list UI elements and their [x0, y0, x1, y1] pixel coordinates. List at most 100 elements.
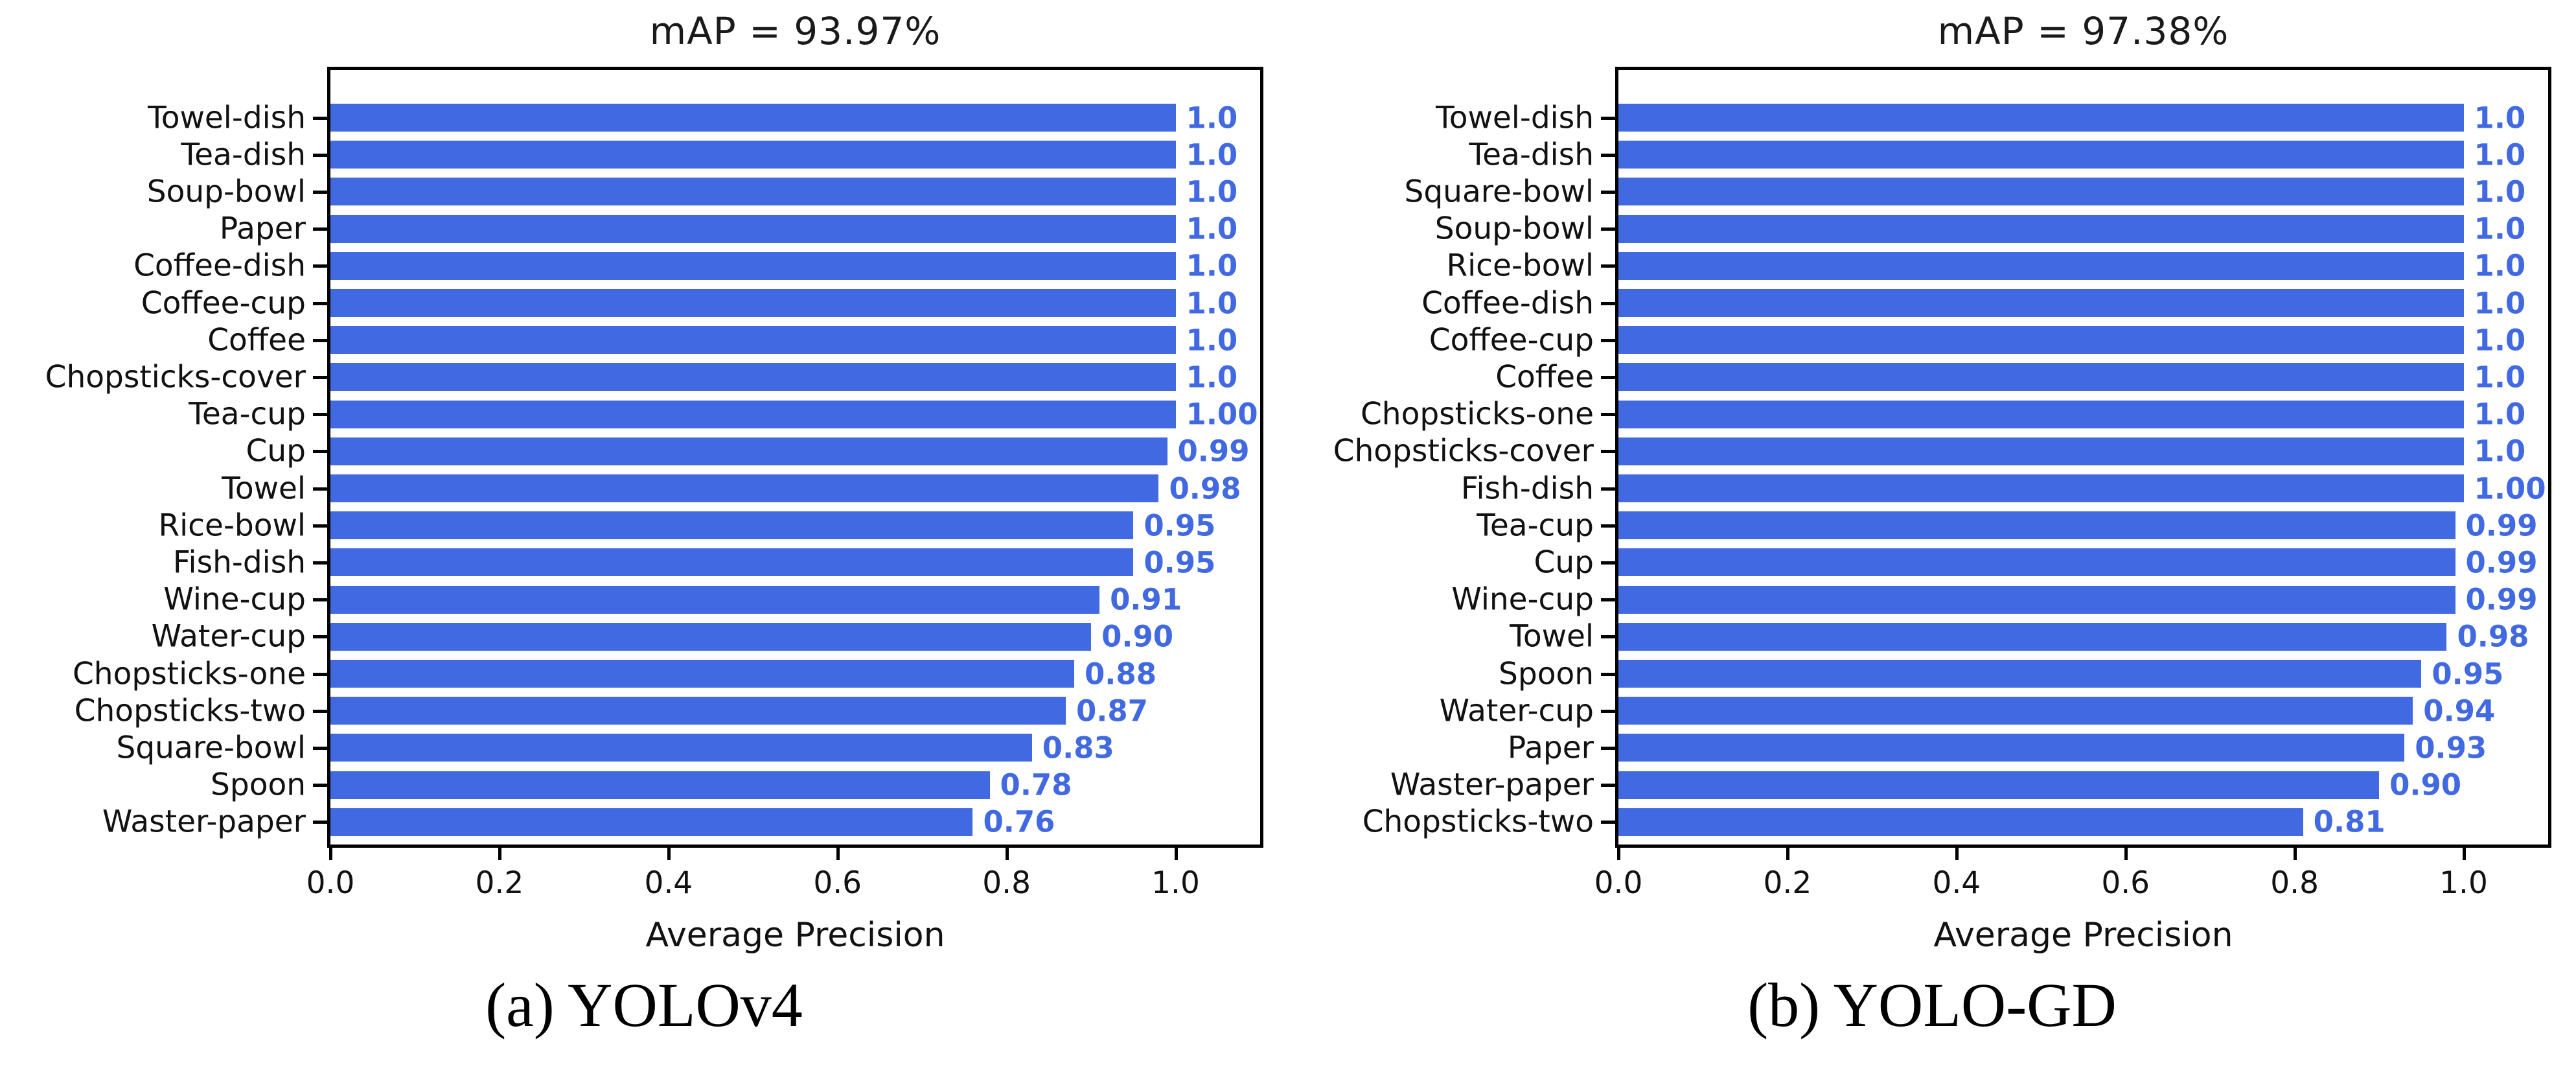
category-label: Water-cup: [1439, 693, 1594, 729]
bar-row: Coffee-cup 1.0: [141, 285, 1260, 321]
bar-row: Chopsticks-one 1.0: [1361, 397, 2548, 432]
category-label: Towel: [1510, 618, 1594, 655]
y-axis-tick: [1601, 338, 1615, 342]
y-axis-tick: [1601, 821, 1615, 824]
category-label: Towel: [222, 471, 306, 506]
category-label: Chopsticks-two: [1362, 804, 1594, 840]
y-axis-tick: [1601, 450, 1615, 454]
bar-value-label: 0.95: [1144, 508, 1216, 543]
bar-value-label: 1.0: [1186, 323, 1238, 358]
bar: [1618, 808, 2303, 836]
x-tick-label: 0.0: [306, 865, 355, 901]
bar: [1618, 215, 2464, 243]
category-label: Tea-cup: [1477, 507, 1594, 544]
bar-row: Coffee 1.0: [207, 322, 1260, 358]
bar-value-label: 1.0: [1186, 174, 1238, 209]
category-label: Soup-bowl: [146, 174, 306, 210]
bar-row: Coffee-dish 1.0: [133, 248, 1260, 284]
bar-row: Waster-paper 0.90: [1390, 767, 2548, 803]
bar-row: Spoon 0.78: [211, 767, 1260, 803]
x-axis-tick: [2293, 845, 2297, 860]
category-label: Rice-bowl: [158, 507, 306, 544]
bar-row: Chopsticks-two 0.87: [75, 693, 1260, 728]
y-axis-tick: [1601, 375, 1615, 379]
bar-value-label: 1.0: [1186, 286, 1238, 320]
category-label: Coffee: [207, 322, 306, 358]
x-tick-label: 0.6: [2101, 865, 2150, 901]
category-label: Square-bowl: [1404, 174, 1594, 210]
bar: [1618, 104, 2464, 132]
bar: [1618, 178, 2464, 206]
x-axis-tick: [1617, 845, 1620, 860]
bar-row: Cup 0.99: [1534, 544, 2548, 580]
bar-row: Soup-bowl 1.0: [1435, 211, 2548, 247]
category-label: Chopsticks-cover: [45, 359, 306, 395]
bar-row: Towel-dish 1.0: [148, 100, 1260, 135]
bar-row: Chopsticks-cover 1.0: [1333, 434, 2548, 469]
bar-row: Coffee-dish 1.0: [1421, 285, 2548, 321]
bar-row: Square-bowl 0.83: [116, 730, 1260, 765]
bar: [1618, 548, 2455, 577]
bar-value-label: 0.81: [2313, 804, 2386, 839]
category-label: Rice-bowl: [1446, 248, 1594, 284]
category-label: Cup: [1534, 544, 1594, 581]
x-axis-tick: [836, 845, 840, 860]
bar: [330, 585, 1100, 614]
bar: [330, 548, 1134, 577]
category-label: Fish-dish: [1460, 471, 1594, 506]
x-axis-tick: [2462, 845, 2466, 860]
bar: [330, 808, 973, 836]
bar-row: Paper 0.93: [1508, 730, 2548, 765]
bar-value-label: 0.94: [2423, 693, 2496, 728]
x-tick-label: 0.4: [644, 865, 693, 901]
bar: [1618, 474, 2464, 502]
x-tick-label: 0.8: [982, 865, 1031, 901]
x-axis-tick: [498, 845, 501, 860]
category-label: Tea-cup: [189, 396, 306, 432]
x-tick-label: 0.8: [2270, 865, 2319, 901]
bar-value-label: 0.98: [1169, 471, 1241, 506]
y-axis-tick: [1601, 487, 1615, 491]
x-axis-label: Average Precision: [645, 916, 945, 955]
bar: [1618, 734, 2405, 762]
bar-row: Tea-dish 1.0: [181, 137, 1260, 172]
y-axis-tick: [1601, 561, 1615, 565]
bar-value-label: 0.95: [1144, 545, 1216, 580]
bar: [330, 511, 1134, 540]
y-axis-tick: [1601, 413, 1615, 417]
x-tick-label: 0.6: [813, 865, 862, 901]
category-label: Chopsticks-one: [72, 656, 306, 692]
bar-value-label: 0.99: [2465, 582, 2538, 617]
bar-row: Water-cup 0.90: [152, 619, 1260, 655]
y-axis-tick: [313, 338, 327, 342]
bar-value-label: 1.0: [2474, 286, 2526, 320]
category-label: Tea-dish: [1469, 137, 1594, 173]
plot-area: Towel-dish 1.0 Tea-dish 1.0 Square-bowl 1.0 So…: [1333, 67, 2551, 901]
bar: [1618, 400, 2464, 428]
x-axis-tick: [2124, 845, 2128, 860]
bar: [330, 474, 1159, 502]
bar: [330, 326, 1176, 355]
category-label: Fish-dish: [172, 544, 306, 581]
subfigure-caption: (a) YOLOv4: [485, 970, 803, 1040]
category-label: Spoon: [1499, 656, 1594, 692]
y-axis-tick: [313, 672, 327, 676]
y-axis-tick: [1601, 598, 1615, 602]
chart-title: mAP = 93.97%: [649, 9, 941, 53]
category-label: Coffee-dish: [133, 248, 306, 284]
bar: [330, 104, 1176, 132]
category-label: Square-bowl: [116, 730, 306, 766]
bar-value-label: 0.99: [1177, 434, 1250, 469]
x-tick-label: 1.0: [2439, 865, 2488, 901]
plot-area: Towel-dish 1.0 Tea-dish 1.0 Soup-bowl 1.0 Pape…: [45, 67, 1263, 901]
category-label: Waster-paper: [102, 804, 306, 840]
bar-row: Wine-cup 0.91: [163, 582, 1260, 618]
y-axis-tick: [1601, 709, 1615, 713]
category-label: Coffee-cup: [1429, 322, 1594, 358]
bar: [1618, 251, 2464, 280]
bar-row: Wine-cup 0.99: [1451, 582, 2548, 618]
y-axis-tick: [1601, 301, 1615, 305]
y-axis-tick: [313, 784, 327, 787]
bar: [330, 660, 1074, 688]
y-axis-tick: [313, 375, 327, 379]
